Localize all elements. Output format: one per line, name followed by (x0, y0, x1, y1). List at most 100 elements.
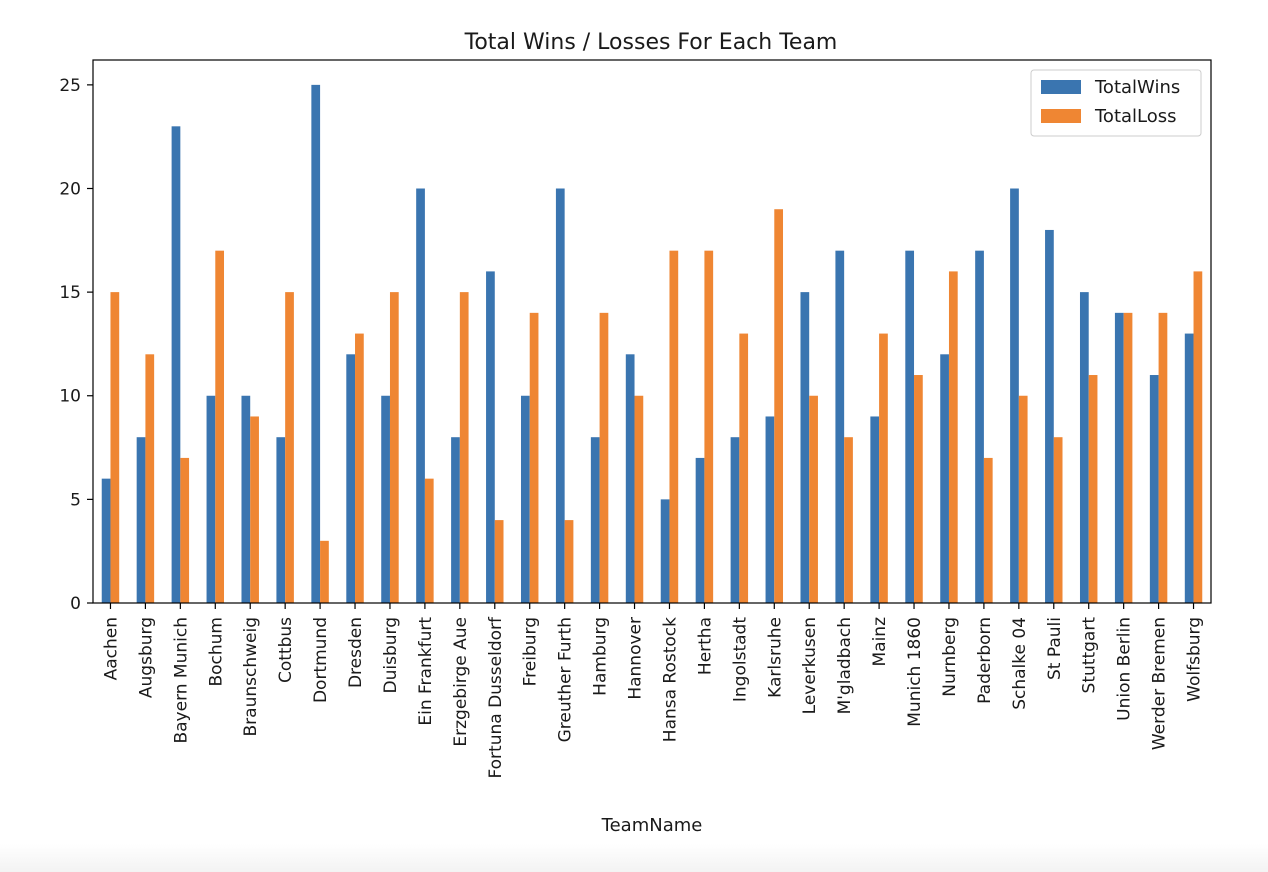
x-tick-label-werder-bremen: Werder Bremen (1150, 617, 1170, 750)
bar-totalloss-werder-bremen (1158, 312, 1168, 603)
x-tick-label-ein-frankfurt: Ein Frankfurt (416, 617, 436, 726)
bar-totalloss-mainz (879, 333, 888, 603)
bar-totalloss-leverkusen (809, 395, 818, 603)
bar-totalwins-mainz (870, 416, 880, 603)
bar-totalloss-erzgebirge-aue (459, 292, 469, 603)
bar-totalloss-hertha (704, 250, 714, 604)
x-tick-label-ingolstadt: Ingolstadt (730, 617, 750, 702)
bar-totalloss-dresden (355, 333, 364, 603)
bar-totalwins-duisburg (381, 395, 390, 603)
bar-totalwins-karlsruhe (765, 416, 775, 603)
x-tick-label-duisburg: Duisburg (381, 617, 401, 694)
bar-totalloss-aachen (110, 292, 120, 603)
x-tick-label-hertha: Hertha (695, 617, 715, 675)
bar-totalwins-leverkusen (800, 292, 810, 603)
x-tick-label-dortmund: Dortmund (311, 617, 331, 703)
bar-totalloss-karlsruhe (774, 209, 784, 603)
y-tick-label: 25 (59, 76, 81, 96)
bar-totalwins-ein-frankfurt (416, 188, 425, 603)
y-axis: 0 5 10 15 20 25 (59, 76, 93, 614)
bar-totalloss-bayern-munich (180, 457, 190, 603)
y-tick-label: 20 (59, 179, 81, 199)
bar-totalwins-paderborn (975, 250, 984, 604)
x-tick-label-schalke-04: Schalke 04 (1010, 617, 1030, 710)
bar-totalwins-hertha (695, 457, 705, 603)
bar-totalloss-munich-1860 (914, 375, 923, 603)
bar-totalloss-schalke-04 (1018, 395, 1028, 603)
bars-group (101, 84, 1203, 604)
x-tick-label-augsburg: Augsburg (136, 617, 156, 698)
x-tick-label-stuttgart: Stuttgart (1080, 617, 1100, 694)
x-tick-label-leverkusen: Leverkusen (800, 617, 820, 714)
chart-title: Total Wins / Losses For Each Team (464, 30, 838, 55)
x-tick-label-aachen: Aachen (101, 617, 121, 680)
x-tick-label-hansa-rostock: Hansa Rostock (660, 617, 680, 742)
bar-totalwins-aachen (101, 478, 111, 603)
bar-totalloss-hansa-rostock (669, 250, 679, 604)
bar-totalloss-cottbus (285, 292, 294, 603)
bar-totalloss-union-berlin (1123, 312, 1133, 603)
bar-totalloss-bochum (215, 250, 225, 604)
bar-totalwins-braunschweig (241, 395, 251, 603)
x-tick-label-erzgebirge-aue: Erzgebirge Aue (451, 617, 471, 747)
bar-totalwins-dortmund (311, 84, 321, 604)
legend-label-totalloss: TotalLoss (1094, 106, 1177, 127)
bar-totalwins-bayern-munich (171, 126, 181, 603)
x-tick-label-fortuna-dusseldorf: Fortuna Dusseldorf (486, 616, 506, 779)
bar-totalwins-munich-1860 (905, 250, 915, 604)
bar-totalloss-dortmund (320, 540, 329, 603)
bar-totalloss-fortuna-dusseldorf (494, 520, 504, 603)
bar-totalwins-ingolstadt (730, 437, 740, 603)
bar-totalwins-hannover (625, 354, 635, 603)
x-tick-label-mainz: Mainz (870, 617, 890, 667)
bar-totalwins-werder-bremen (1149, 375, 1159, 603)
bar-totalwins-dresden (346, 354, 356, 603)
x-axis-label: TeamName (601, 815, 703, 836)
x-tick-label-bochum: Bochum (206, 617, 226, 687)
x-tick-label-karlsruhe: Karlsruhe (765, 617, 785, 698)
x-tick-label-wolfsburg: Wolfsburg (1185, 617, 1205, 702)
bar-totalwins-fortuna-dusseldorf (486, 271, 495, 603)
x-tick-label-dresden: Dresden (346, 617, 366, 688)
x-tick-label-m-gladbach: M'gladbach (835, 617, 855, 714)
bar-totalloss-stuttgart (1088, 375, 1098, 603)
bar-totalloss-hannover (634, 395, 644, 603)
bar-totalloss-nurnberg (948, 271, 958, 603)
y-tick-label: 5 (70, 490, 81, 510)
x-axis: Aachen Augsburg Bayern Munich Bochum Braunsc… (101, 603, 1205, 779)
bar-totalwins-bochum (206, 395, 216, 603)
bar-totalwins-union-berlin (1114, 312, 1124, 603)
x-tick-label-hamburg: Hamburg (591, 617, 611, 696)
plot-frame (92, 59, 1212, 604)
bottom-shade (0, 844, 1268, 872)
bar-totalwins-greuther-furth (555, 188, 565, 603)
bar-totalloss-ingolstadt (739, 333, 749, 603)
bar-totalwins-nurnberg (940, 354, 949, 603)
y-tick-label: 15 (59, 283, 81, 303)
x-tick-label-hannover: Hannover (626, 617, 646, 700)
bar-totalloss-duisburg (389, 292, 399, 603)
bar-totalloss-paderborn (983, 457, 993, 603)
bar-totalwins-stuttgart (1079, 292, 1089, 603)
bar-totalwins-wolfsburg (1184, 333, 1194, 603)
y-tick-label: 0 (70, 594, 81, 614)
x-tick-label-freiburg: Freiburg (521, 617, 541, 686)
bar-totalloss-st-pauli (1053, 437, 1063, 603)
bar-totalloss-ein-frankfurt (424, 478, 434, 603)
x-tick-label-nurnberg: Nurnberg (940, 617, 960, 697)
x-tick-label-munich-1860: Munich 1860 (905, 617, 925, 727)
x-tick-label-paderborn: Paderborn (975, 617, 995, 704)
bar-totalwins-erzgebirge-aue (451, 437, 460, 603)
x-tick-label-greuther-furth: Greuther Furth (556, 617, 576, 742)
legend: TotalWins TotalLoss (1030, 69, 1202, 137)
bar-totalwins-hamburg (590, 437, 600, 603)
y-tick-label: 10 (59, 387, 81, 407)
x-tick-label-bayern-munich: Bayern Munich (171, 617, 191, 744)
bar-totalwins-freiburg (520, 395, 530, 603)
bar-totalwins-augsburg (136, 437, 146, 603)
x-tick-label-union-berlin: Union Berlin (1115, 617, 1135, 721)
legend-swatch-totalwins (1041, 80, 1081, 94)
bar-totalwins-cottbus (276, 437, 286, 603)
bar-totalloss-wolfsburg (1193, 271, 1203, 603)
